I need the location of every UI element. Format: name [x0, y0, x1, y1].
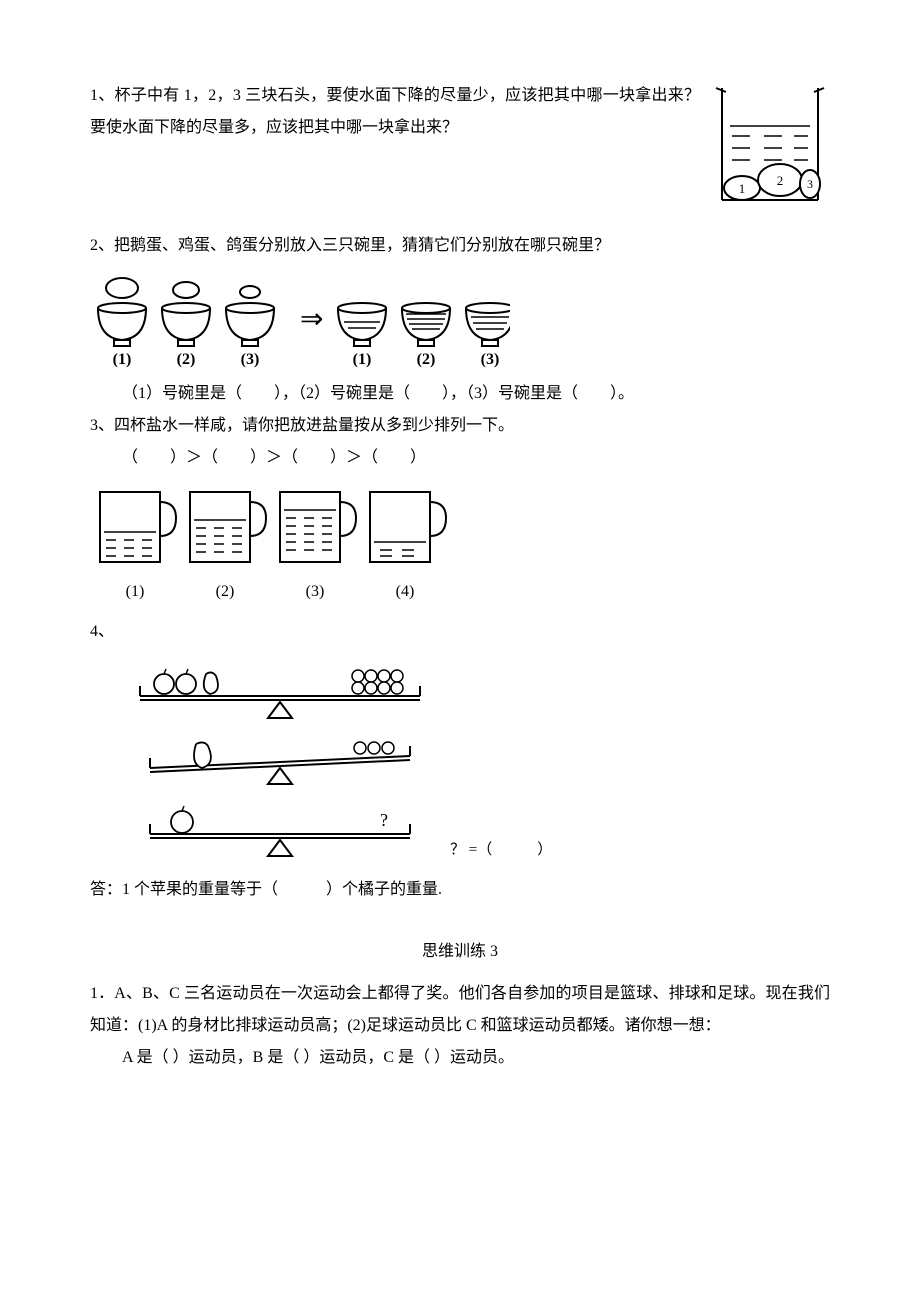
question-4-prefix: 4、 [90, 616, 830, 648]
beaker-svg: 1 2 3 [710, 80, 830, 210]
svg-text:(1): (1) [353, 351, 372, 368]
svg-text:？ =（ ）: ？ =（ ） [450, 841, 552, 858]
s3-question-1-fill: A 是（ ）运动员，B 是（ ）运动员，C 是（ ）运动员。 [90, 1042, 830, 1074]
svg-text:?: ? [380, 810, 388, 830]
svg-text:3: 3 [807, 177, 813, 191]
cup-label: (3) [270, 576, 360, 608]
cup-labels: (1) (2) (3) (4) [90, 576, 830, 608]
s3-question-1: 1．A、B、C 三名运动员在一次运动会上都得了奖。他们各自参加的项目是篮球、排球… [90, 978, 830, 1042]
bowls-svg: (1) (2) (3) ⇒ (1) [90, 270, 510, 370]
question-3: 3、四杯盐水一样咸，请你把放进盐量按从多到少排列一下。 [90, 410, 830, 442]
cup-label: (2) [180, 576, 270, 608]
scales-diagram: ? ？ =（ ） [110, 656, 830, 866]
cups-diagram: (1) (2) (3) (4) [90, 482, 830, 608]
question-4-answer: 答：1 个苹果的重量等于（ ）个橘子的重量. [90, 874, 830, 906]
question-2-fill: （1）号碗里是（ ），（2）号碗里是（ ），（3）号碗里是（ ）。 [90, 378, 830, 410]
svg-text:⇒: ⇒ [300, 304, 323, 335]
scales-svg: ? ？ =（ ） [110, 656, 570, 866]
cups-svg [90, 482, 470, 572]
beaker-diagram: 1 2 3 [710, 80, 830, 210]
question-2: 2、把鹅蛋、鸡蛋、鸽蛋分别放入三只碗里，猜猜它们分别放在哪只碗里？ [90, 230, 830, 262]
question-3-inequality: （ ）＞（ ）＞（ ）＞（ ） [90, 442, 830, 474]
svg-text:(3): (3) [241, 351, 260, 368]
svg-text:1: 1 [739, 181, 746, 196]
svg-text:(2): (2) [177, 351, 196, 368]
svg-text:(1): (1) [113, 351, 132, 368]
section-3-title: 思维训练 3 [90, 936, 830, 968]
svg-text:2: 2 [777, 173, 784, 188]
svg-text:(3): (3) [481, 351, 500, 368]
bowls-diagram: (1) (2) (3) ⇒ (1) [90, 270, 830, 370]
svg-text:(2): (2) [417, 351, 436, 368]
cup-label: (1) [90, 576, 180, 608]
cup-label: (4) [360, 576, 450, 608]
